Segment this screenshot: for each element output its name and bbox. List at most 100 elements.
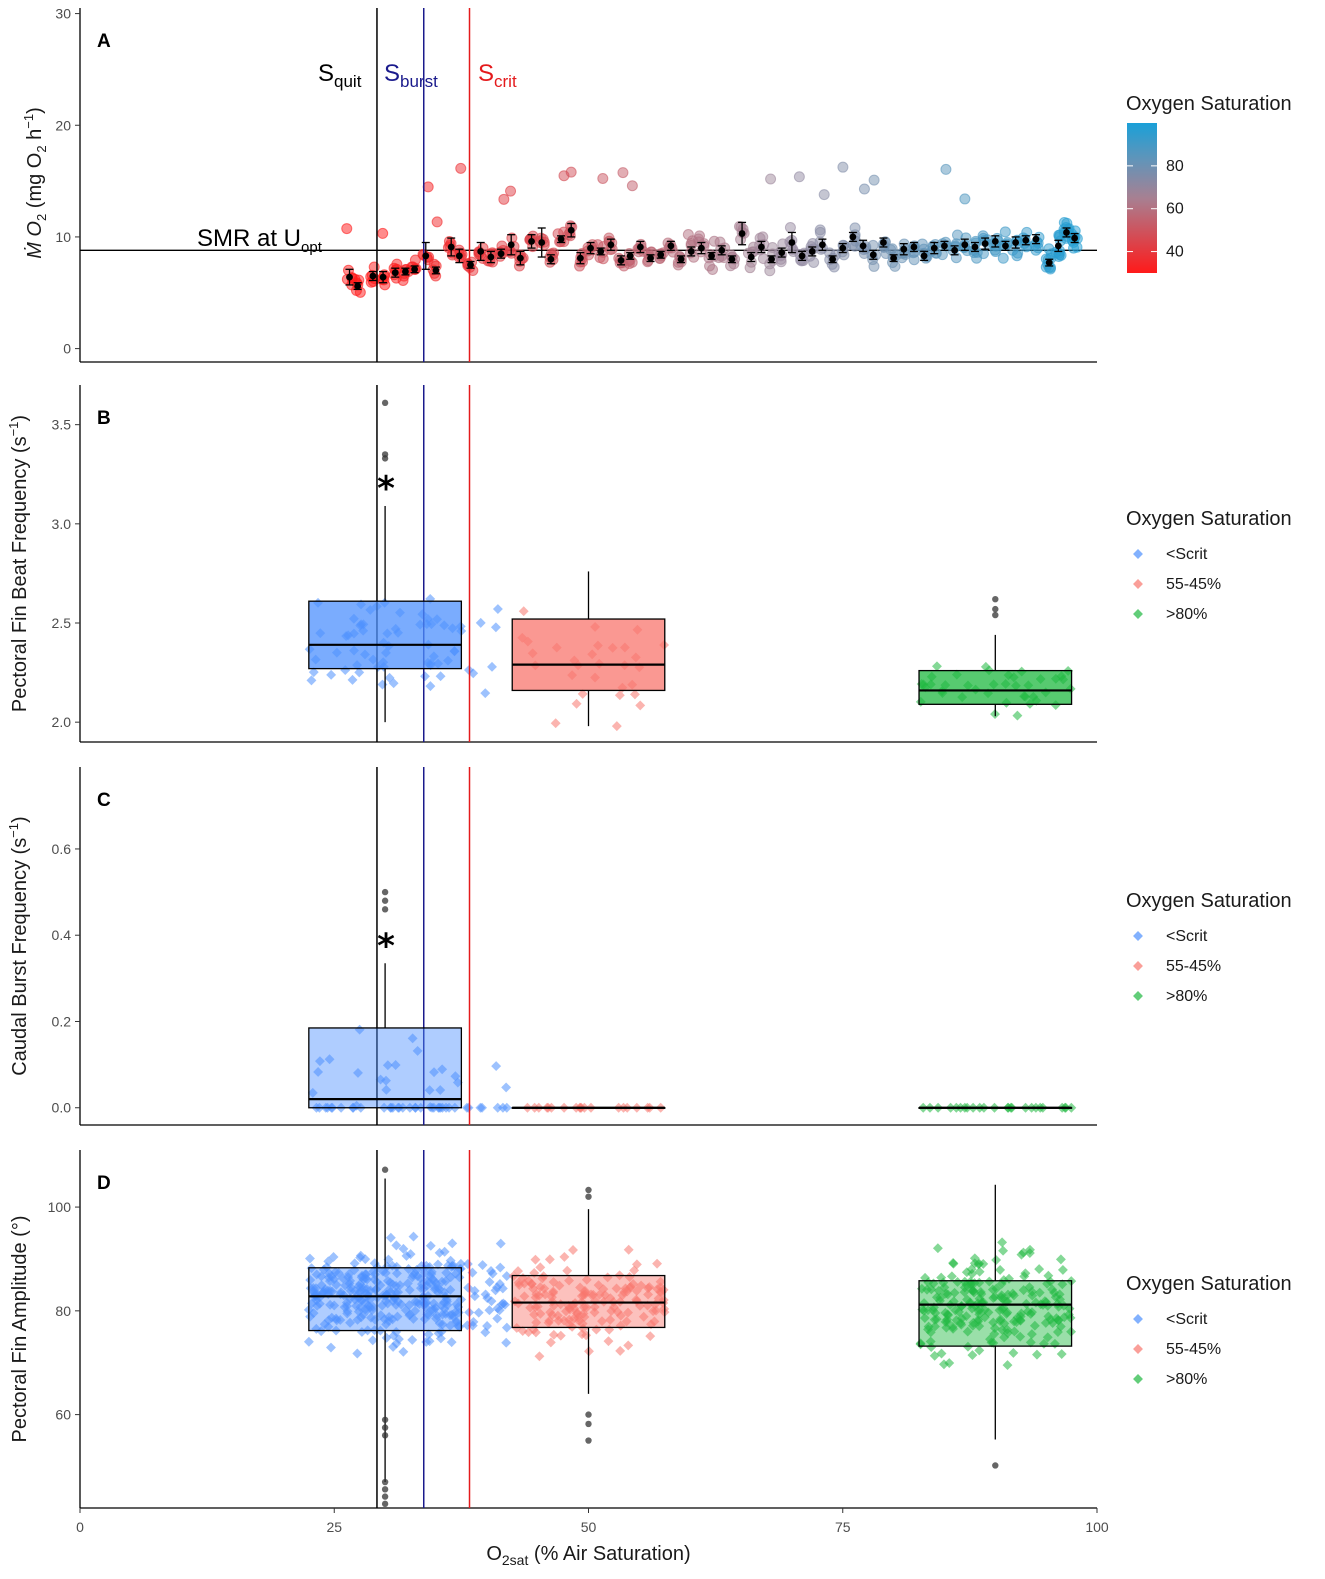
data-point	[377, 227, 389, 239]
jitter-point	[1026, 1329, 1037, 1340]
jitter-point	[353, 1067, 363, 1078]
mean-point	[708, 252, 715, 260]
jitter-point	[564, 1303, 575, 1314]
jitter-point	[577, 1318, 588, 1329]
jitter-point	[922, 1284, 932, 1295]
colorbar-tick-label: 80	[1166, 158, 1184, 175]
jitter-point	[490, 1285, 501, 1296]
jitter-point	[562, 1265, 573, 1276]
box-iqr	[918, 1280, 1073, 1347]
legend-key	[1133, 931, 1143, 941]
mean-point	[477, 248, 485, 255]
jitter-point	[967, 1350, 978, 1361]
jitter-point	[305, 1275, 316, 1285]
box-iqr	[308, 600, 463, 670]
data-point	[565, 166, 577, 178]
legend-key	[1133, 1314, 1143, 1324]
mean-point	[859, 242, 867, 250]
data-point	[693, 233, 705, 245]
data-point	[341, 223, 353, 235]
outlier	[381, 897, 389, 904]
legend-label: 55-45%	[1166, 958, 1221, 975]
outlier	[381, 1416, 389, 1423]
threshold-label-quit: Squit	[318, 60, 362, 91]
mean-point	[1063, 229, 1070, 236]
jitter-point	[382, 1060, 393, 1071]
jitter-point	[442, 1300, 453, 1310]
jitter-point	[594, 1289, 605, 1300]
mean-point	[981, 240, 989, 248]
jitter-point	[942, 1289, 953, 1300]
jitter-point	[1034, 1287, 1045, 1298]
mean-point	[930, 244, 938, 252]
jitter-point	[519, 1291, 530, 1302]
jitter-point	[345, 1275, 356, 1286]
jitter-point	[1052, 1327, 1063, 1337]
jitter-point	[518, 606, 529, 617]
mean-point	[391, 269, 399, 277]
jitter-point	[462, 1259, 473, 1269]
mean-point	[597, 248, 605, 255]
jitter-point	[555, 1330, 566, 1341]
mean-point	[1022, 236, 1030, 244]
data-point	[505, 185, 517, 197]
threshold-label-burst: Sburst	[384, 60, 438, 91]
data-point	[997, 252, 1009, 264]
jitter-point	[469, 1291, 480, 1302]
jitter-point	[391, 1268, 402, 1279]
jitter-point	[615, 1345, 626, 1356]
mean-point	[849, 233, 857, 241]
jitter-point	[323, 1256, 334, 1267]
jitter-point	[635, 700, 646, 711]
mean-point	[1071, 234, 1079, 242]
outlier	[381, 451, 389, 458]
legend-key	[1133, 1374, 1143, 1384]
jitter-point	[1055, 1254, 1066, 1265]
jitter-point	[623, 1244, 634, 1255]
legend-label: >80%	[1166, 988, 1207, 1005]
box-iqr	[511, 618, 666, 692]
jitter-point	[316, 1271, 327, 1282]
mean-point	[747, 253, 755, 261]
mean-point	[557, 235, 565, 243]
jitter-point	[1002, 1360, 1013, 1371]
mean-point	[839, 244, 847, 252]
mean-point	[369, 272, 377, 280]
jitter-point	[1016, 1249, 1027, 1260]
jitter-point	[492, 1313, 503, 1324]
jitter-point	[324, 1054, 335, 1065]
jitter-point	[956, 1313, 967, 1324]
jitter-point	[539, 1283, 550, 1294]
jitter-point	[391, 1326, 402, 1337]
jitter-point	[995, 1264, 1006, 1275]
jitter-point	[1024, 1282, 1035, 1293]
jitter-point	[497, 1102, 508, 1113]
jitter-point	[617, 1290, 628, 1301]
legend-label: >80%	[1166, 1371, 1207, 1388]
jitter-point	[1002, 1328, 1013, 1338]
mean-point	[687, 248, 695, 255]
jitter-point	[571, 698, 582, 709]
jitter-point	[1029, 1320, 1040, 1331]
jitter-point	[946, 1271, 957, 1282]
jitter-point	[996, 1292, 1007, 1303]
jitter-point	[597, 1316, 607, 1327]
significance-star: *	[377, 926, 395, 966]
outlier	[585, 1437, 592, 1444]
jitter-point	[408, 1231, 419, 1242]
outlier	[992, 596, 999, 603]
jitter-point	[355, 1252, 366, 1263]
jitter-point	[614, 690, 625, 701]
mean-point	[528, 237, 535, 245]
jitter-point	[931, 1292, 942, 1303]
jitter-point	[629, 1265, 640, 1276]
x-tick-label: 50	[581, 1519, 597, 1535]
jitter-point	[407, 1334, 418, 1345]
mean-point	[941, 242, 948, 250]
jitter-point	[949, 1287, 960, 1298]
jitter-point	[988, 1317, 999, 1328]
jitter-point	[621, 1316, 632, 1327]
jitter-point	[974, 1266, 985, 1277]
jitter-point	[495, 1238, 506, 1249]
mean-point	[402, 268, 409, 275]
